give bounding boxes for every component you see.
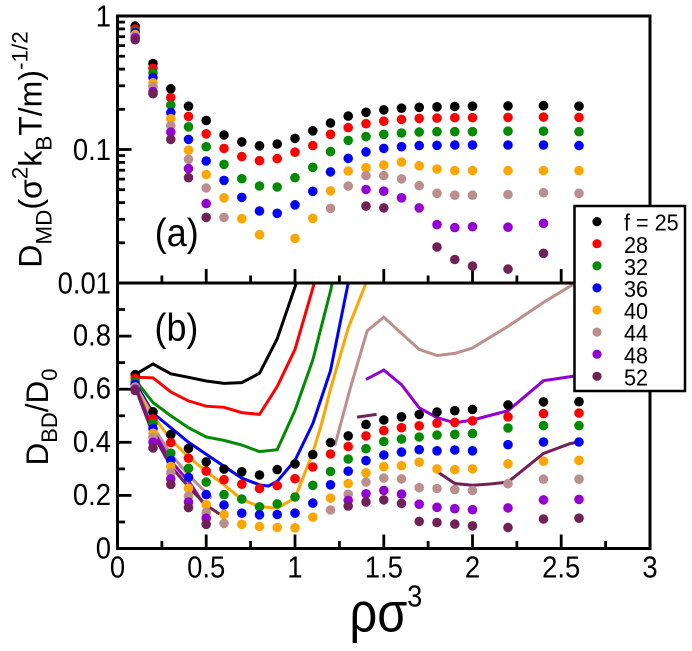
svg-text:0.6: 0.6: [73, 372, 111, 406]
svg-text:3: 3: [642, 551, 657, 585]
svg-text:0.8: 0.8: [73, 319, 111, 353]
svg-text:2: 2: [465, 551, 480, 585]
svg-text:DBD/D0: DBD/D0: [19, 368, 62, 465]
svg-text:0.5: 0.5: [187, 551, 225, 585]
svg-text:0.1: 0.1: [73, 134, 111, 168]
svg-text:0.2: 0.2: [73, 479, 111, 513]
svg-text:1: 1: [287, 551, 302, 585]
svg-text:(b): (b): [155, 306, 199, 350]
svg-text:1.5: 1.5: [365, 551, 403, 585]
svg-text:0.01: 0.01: [58, 267, 111, 301]
svg-text:52: 52: [624, 365, 648, 391]
svg-text:32: 32: [624, 254, 648, 280]
svg-text:0.4: 0.4: [73, 426, 111, 460]
svg-text:f = 25: f = 25: [624, 210, 679, 236]
svg-text:1: 1: [96, 0, 111, 34]
svg-text:44: 44: [624, 320, 648, 346]
svg-text:0: 0: [110, 551, 125, 585]
svg-text:ρσ3: ρσ3: [350, 580, 423, 644]
svg-text:0: 0: [96, 532, 111, 566]
svg-text:2.5: 2.5: [542, 551, 580, 585]
svg-text:36: 36: [624, 276, 648, 302]
svg-text:(a): (a): [155, 211, 199, 255]
svg-text:40: 40: [624, 298, 648, 324]
svg-text:28: 28: [624, 232, 648, 258]
svg-text:48: 48: [624, 342, 648, 368]
